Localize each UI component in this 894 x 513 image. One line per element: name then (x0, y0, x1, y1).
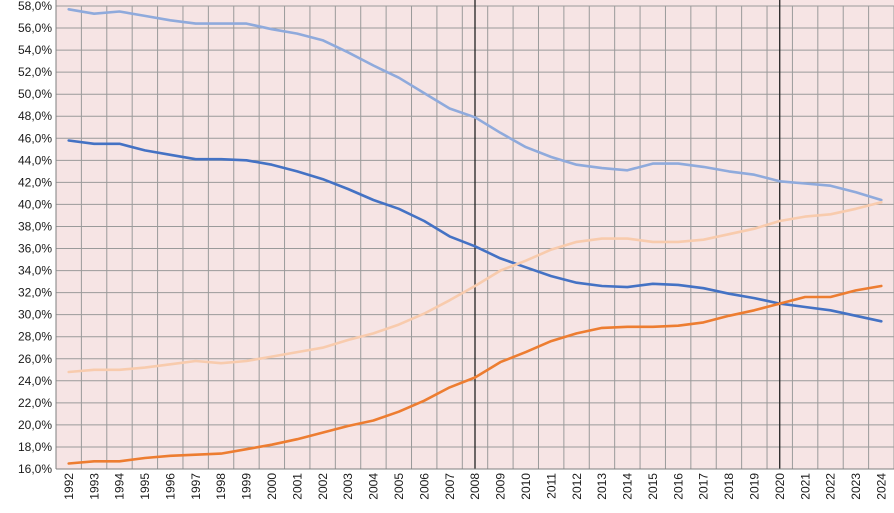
y-tick-label: 54,0% (18, 43, 52, 57)
y-tick-label: 46,0% (18, 131, 52, 145)
y-tick-label: 18,0% (18, 440, 52, 454)
x-tick-label: 2022 (824, 473, 838, 500)
x-tick-label: 1999 (240, 473, 254, 500)
x-tick-label: 2007 (443, 473, 457, 500)
x-tick-label: 2023 (849, 473, 863, 500)
x-tick-label: 1993 (87, 473, 101, 500)
vertical-markers (474, 0, 781, 469)
y-tick-label: 40,0% (18, 197, 52, 211)
series-line-1 (67, 8, 883, 202)
y-tick-labels: 16,0% 18,0% 20,0% 22,0% 24,0% 26,0% 28,0% 30,0%… (18, 0, 52, 476)
x-tick-label: 2011 (544, 473, 558, 499)
y-tick-label: 42,0% (18, 175, 52, 189)
series-lines (67, 8, 883, 465)
series-line-4 (67, 284, 883, 465)
x-tick-label: 2016 (671, 473, 685, 500)
x-tick-label: 1996 (163, 473, 177, 500)
x-tick-label: 2002 (316, 473, 330, 500)
y-tick-label: 38,0% (18, 219, 52, 233)
y-tick-label: 22,0% (18, 396, 52, 410)
y-tick-label: 20,0% (18, 418, 52, 432)
x-tick-label: 2018 (722, 473, 736, 500)
y-tick-label: 52,0% (18, 65, 52, 79)
x-tick-label: 2013 (595, 473, 609, 500)
y-tick-label: 36,0% (18, 242, 52, 256)
x-tick-label: 1992 (62, 473, 76, 500)
x-tick-label: 2019 (748, 473, 762, 500)
y-tick-label: 56,0% (18, 21, 52, 35)
x-tick-label: 2015 (646, 473, 660, 500)
x-tick-label: 1995 (138, 473, 152, 500)
y-tick-label: 26,0% (18, 352, 52, 366)
x-tick-label: 2000 (265, 473, 279, 500)
y-tick-label: 24,0% (18, 374, 52, 388)
x-tick-label: 1998 (214, 473, 228, 500)
y-tick-label: 34,0% (18, 264, 52, 278)
y-tick-label: 58,0% (18, 0, 52, 13)
y-tick-label: 50,0% (18, 87, 52, 101)
x-tick-label: 2005 (392, 473, 406, 500)
y-tick-label: 44,0% (18, 153, 52, 167)
x-tick-label: 2012 (570, 473, 584, 500)
x-tick-label: 2004 (367, 473, 381, 500)
x-tick-label: 1997 (189, 473, 203, 500)
x-tick-label: 2003 (341, 473, 355, 500)
y-tick-label: 30,0% (18, 308, 52, 322)
y-tick-label: 32,0% (18, 286, 52, 300)
x-tick-label: 2010 (519, 473, 533, 500)
x-tick-label: 2017 (697, 473, 711, 500)
x-tick-label: 2021 (798, 473, 812, 500)
x-tick-label: 2006 (417, 473, 431, 500)
y-tick-label: 48,0% (18, 109, 52, 123)
y-tick-label: 28,0% (18, 330, 52, 344)
y-tick-label: 16,0% (18, 462, 52, 476)
series-line-2 (67, 139, 883, 323)
axes (55, 0, 894, 470)
x-tick-label: 1994 (113, 473, 127, 500)
x-tick-labels: 1992 1993 1994 1995 1996 1997 1998 1999 2000 2001… (62, 473, 889, 500)
x-tick-label: 2008 (468, 473, 482, 500)
series-line-3 (67, 200, 883, 374)
x-tick-label: 2009 (494, 473, 508, 500)
x-tick-label: 2024 (875, 473, 889, 500)
x-tick-label: 2020 (773, 473, 787, 500)
x-tick-label: 2014 (621, 473, 635, 500)
x-tick-label: 2001 (290, 473, 304, 500)
